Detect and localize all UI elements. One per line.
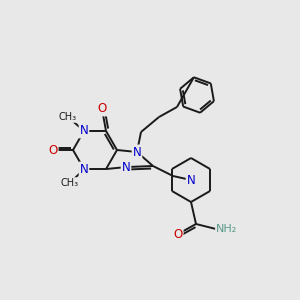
Text: N: N [80, 163, 88, 176]
Text: NH₂: NH₂ [216, 224, 237, 234]
Text: N: N [187, 173, 195, 187]
Text: O: O [173, 227, 183, 241]
Text: CH₃: CH₃ [61, 178, 79, 188]
Text: N: N [122, 160, 130, 174]
Text: N: N [80, 124, 88, 137]
Text: CH₃: CH₃ [59, 112, 77, 122]
Text: O: O [98, 102, 106, 116]
Text: N: N [133, 146, 141, 158]
Text: O: O [48, 143, 58, 157]
